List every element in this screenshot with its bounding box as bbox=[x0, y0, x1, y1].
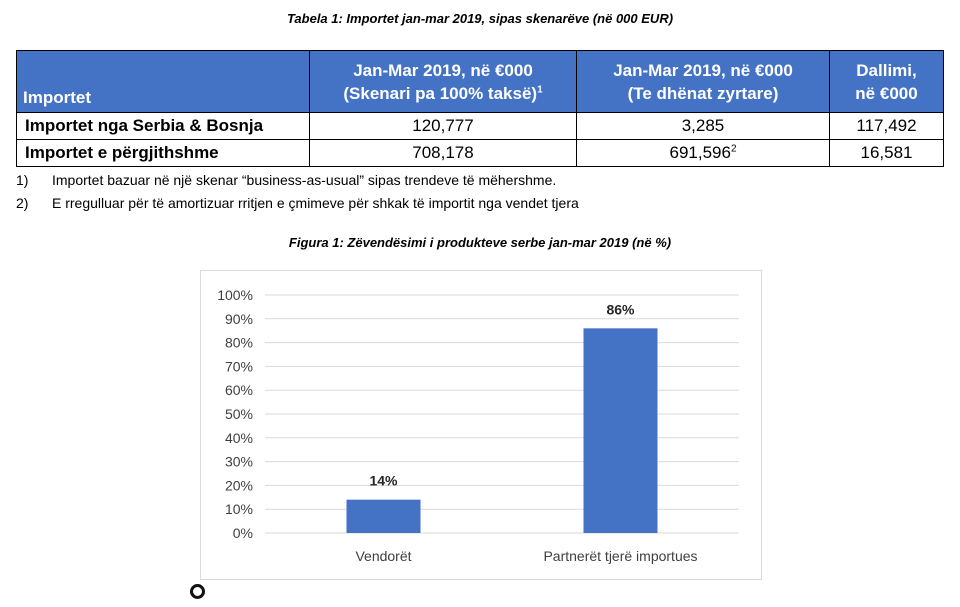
bar-chart: 0% 10% 20% 30% 40% 50% 60% 70% 80% 90% 100% 14% Vend… bbox=[200, 270, 762, 580]
y-tick-label: 100% bbox=[217, 287, 253, 303]
y-tick-label: 0% bbox=[233, 525, 253, 541]
y-tick-label: 80% bbox=[225, 335, 253, 351]
imports-table: Importet Jan-Mar 2019, në €000 (Skenari … bbox=[16, 50, 944, 167]
header-official-line1: Jan-Mar 2019, në €000 bbox=[613, 60, 793, 80]
row-official-value: 3,285 bbox=[576, 112, 830, 140]
official-value-text: 3,285 bbox=[681, 116, 725, 135]
header-difference: Dallimi, në €000 bbox=[829, 50, 944, 113]
y-tick-label: 60% bbox=[225, 382, 253, 398]
header-official: Jan-Mar 2019, në €000 (Te dhënat zyrtare… bbox=[576, 50, 830, 113]
official-value-footnote: 2 bbox=[730, 143, 737, 155]
circle-icon bbox=[190, 584, 205, 599]
y-tick-label: 10% bbox=[225, 501, 253, 517]
table-row: Importet nga Serbia & Bosnja 120,777 3,2… bbox=[16, 112, 944, 140]
y-tick-label: 40% bbox=[225, 430, 253, 446]
footnote-number: 2) bbox=[16, 195, 29, 211]
bar bbox=[346, 499, 421, 533]
official-value-text: 691,596 bbox=[669, 143, 731, 162]
y-tick-label: 50% bbox=[225, 406, 253, 422]
row-scenario-value: 708,178 bbox=[309, 139, 577, 167]
y-tick-label: 20% bbox=[225, 477, 253, 493]
data-label: 86% bbox=[606, 301, 635, 317]
header-scenario: Jan-Mar 2019, në €000 (Skenari pa 100% t… bbox=[309, 50, 577, 113]
header-difference-line2: në €000 bbox=[855, 83, 918, 103]
header-scenario-line2: (Skenari pa 100% taksë) bbox=[343, 83, 538, 103]
row-difference-value: 117,492 bbox=[829, 112, 944, 140]
x-tick-label: Vendorët bbox=[355, 548, 411, 564]
table-row: Importet e përgjithshme 708,178 691,5962… bbox=[16, 139, 944, 167]
row-scenario-value: 120,777 bbox=[309, 112, 577, 140]
footnote-text: Importet bazuar në një skenar “business-… bbox=[52, 172, 557, 188]
table-header-row: Importet Jan-Mar 2019, në €000 (Skenari … bbox=[16, 50, 944, 113]
row-label: Importet e përgjithshme bbox=[16, 139, 310, 167]
x-tick-label: Partnerët tjerë importues bbox=[543, 548, 697, 564]
row-difference-value: 16,581 bbox=[829, 139, 944, 167]
header-importet: Importet bbox=[16, 50, 310, 113]
table-caption: Tabela 1: Importet jan-mar 2019, sipas s… bbox=[286, 11, 674, 26]
footnote-text: E rregulluar për të amortizuar rritjen e… bbox=[52, 195, 579, 211]
data-label: 14% bbox=[369, 473, 398, 489]
row-label: Importet nga Serbia & Bosnja bbox=[16, 112, 310, 140]
row-official-value: 691,5962 bbox=[576, 139, 830, 167]
footnote-1: 1) Importet bazuar në një skenar “busines… bbox=[16, 172, 556, 188]
header-scenario-line1: Jan-Mar 2019, në €000 bbox=[353, 60, 533, 80]
y-tick-label: 30% bbox=[225, 454, 253, 470]
header-scenario-footnote: 1 bbox=[537, 83, 543, 95]
header-difference-line1: Dallimi, bbox=[856, 60, 917, 80]
figure-caption: Figura 1: Zëvendësimi i produkteve serbe… bbox=[288, 235, 672, 250]
y-tick-label: 70% bbox=[225, 358, 253, 374]
footnote-number: 1) bbox=[16, 172, 29, 188]
bar-chart-svg: 0% 10% 20% 30% 40% 50% 60% 70% 80% 90% 100% 14% Vend… bbox=[217, 287, 739, 564]
header-official-line2: (Te dhënat zyrtare) bbox=[627, 83, 779, 103]
y-tick-label: 90% bbox=[225, 311, 253, 327]
bar bbox=[583, 328, 658, 533]
footnote-2: 2) E rregulluar për të amortizuar rritjen… bbox=[16, 195, 579, 211]
header-importet-label: Importet bbox=[23, 88, 91, 107]
